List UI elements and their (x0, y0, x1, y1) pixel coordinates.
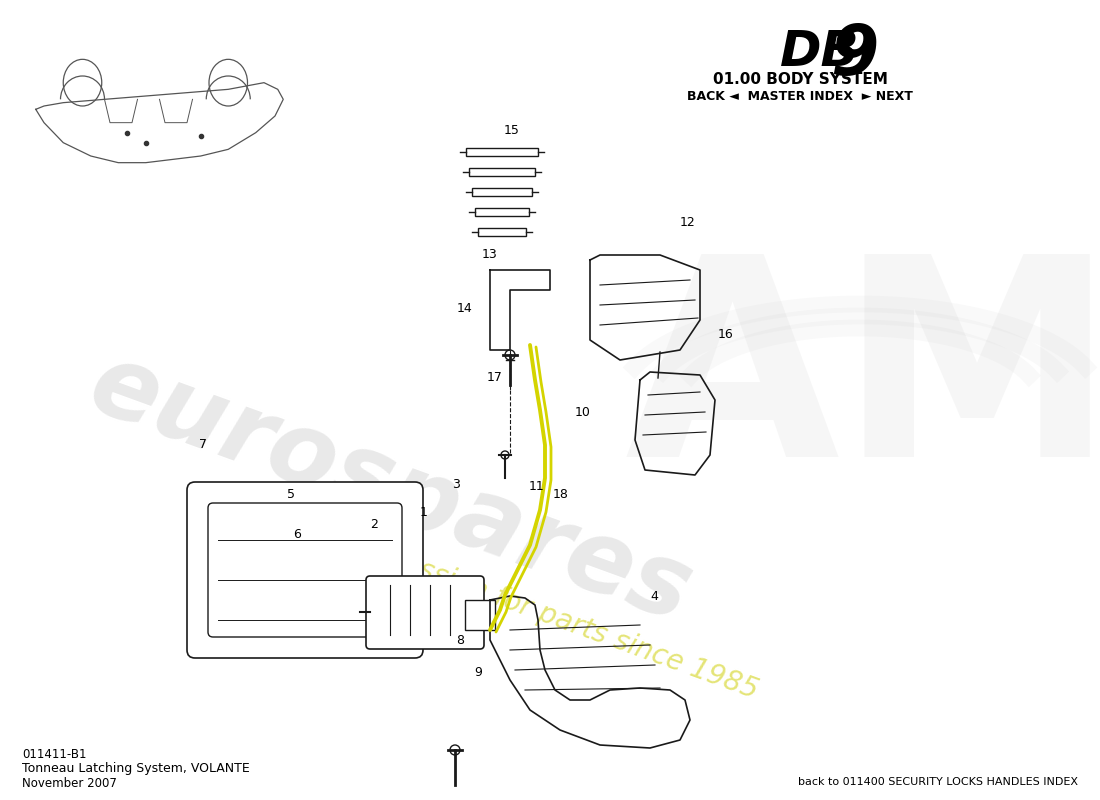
Text: 3: 3 (452, 478, 461, 490)
Text: 8: 8 (455, 634, 464, 646)
Text: 15: 15 (504, 124, 519, 137)
Text: November 2007: November 2007 (22, 777, 117, 790)
Text: Tonneau Latching System, VOLANTE: Tonneau Latching System, VOLANTE (22, 762, 250, 775)
Text: 18: 18 (553, 488, 569, 501)
Text: back to 011400 SECURITY LOCKS HANDLES INDEX: back to 011400 SECURITY LOCKS HANDLES IN… (798, 777, 1078, 787)
Text: 12: 12 (680, 216, 695, 229)
Bar (472, 188, 532, 196)
Bar (465, 600, 495, 630)
Text: a passion for parts since 1985: a passion for parts since 1985 (359, 535, 762, 705)
Bar (469, 168, 535, 176)
Text: 2: 2 (370, 518, 378, 530)
Text: 16: 16 (718, 328, 734, 341)
Bar (466, 148, 538, 156)
Text: 9: 9 (830, 22, 879, 89)
FancyBboxPatch shape (366, 576, 484, 649)
Text: 01.00 BODY SYSTEM: 01.00 BODY SYSTEM (713, 72, 888, 87)
Text: 11: 11 (529, 480, 544, 493)
Text: 13: 13 (482, 248, 497, 261)
Text: 4: 4 (650, 590, 659, 602)
Text: AM: AM (625, 245, 1100, 515)
Text: eurospares: eurospares (76, 336, 704, 644)
FancyBboxPatch shape (208, 503, 402, 637)
Text: 14: 14 (456, 302, 472, 314)
Bar (478, 228, 526, 236)
Text: BACK ◄  MASTER INDEX  ► NEXT: BACK ◄ MASTER INDEX ► NEXT (688, 90, 913, 103)
Text: DB: DB (780, 28, 859, 76)
Text: 011411-B1: 011411-B1 (22, 748, 87, 761)
Text: 5: 5 (287, 488, 296, 501)
FancyBboxPatch shape (187, 482, 424, 658)
Bar (475, 208, 529, 216)
Text: 10: 10 (575, 406, 591, 418)
Text: 17: 17 (487, 371, 503, 384)
Text: 7: 7 (199, 438, 208, 450)
Text: 9: 9 (474, 666, 483, 678)
Text: 1: 1 (419, 506, 428, 518)
Text: 6: 6 (293, 528, 301, 541)
